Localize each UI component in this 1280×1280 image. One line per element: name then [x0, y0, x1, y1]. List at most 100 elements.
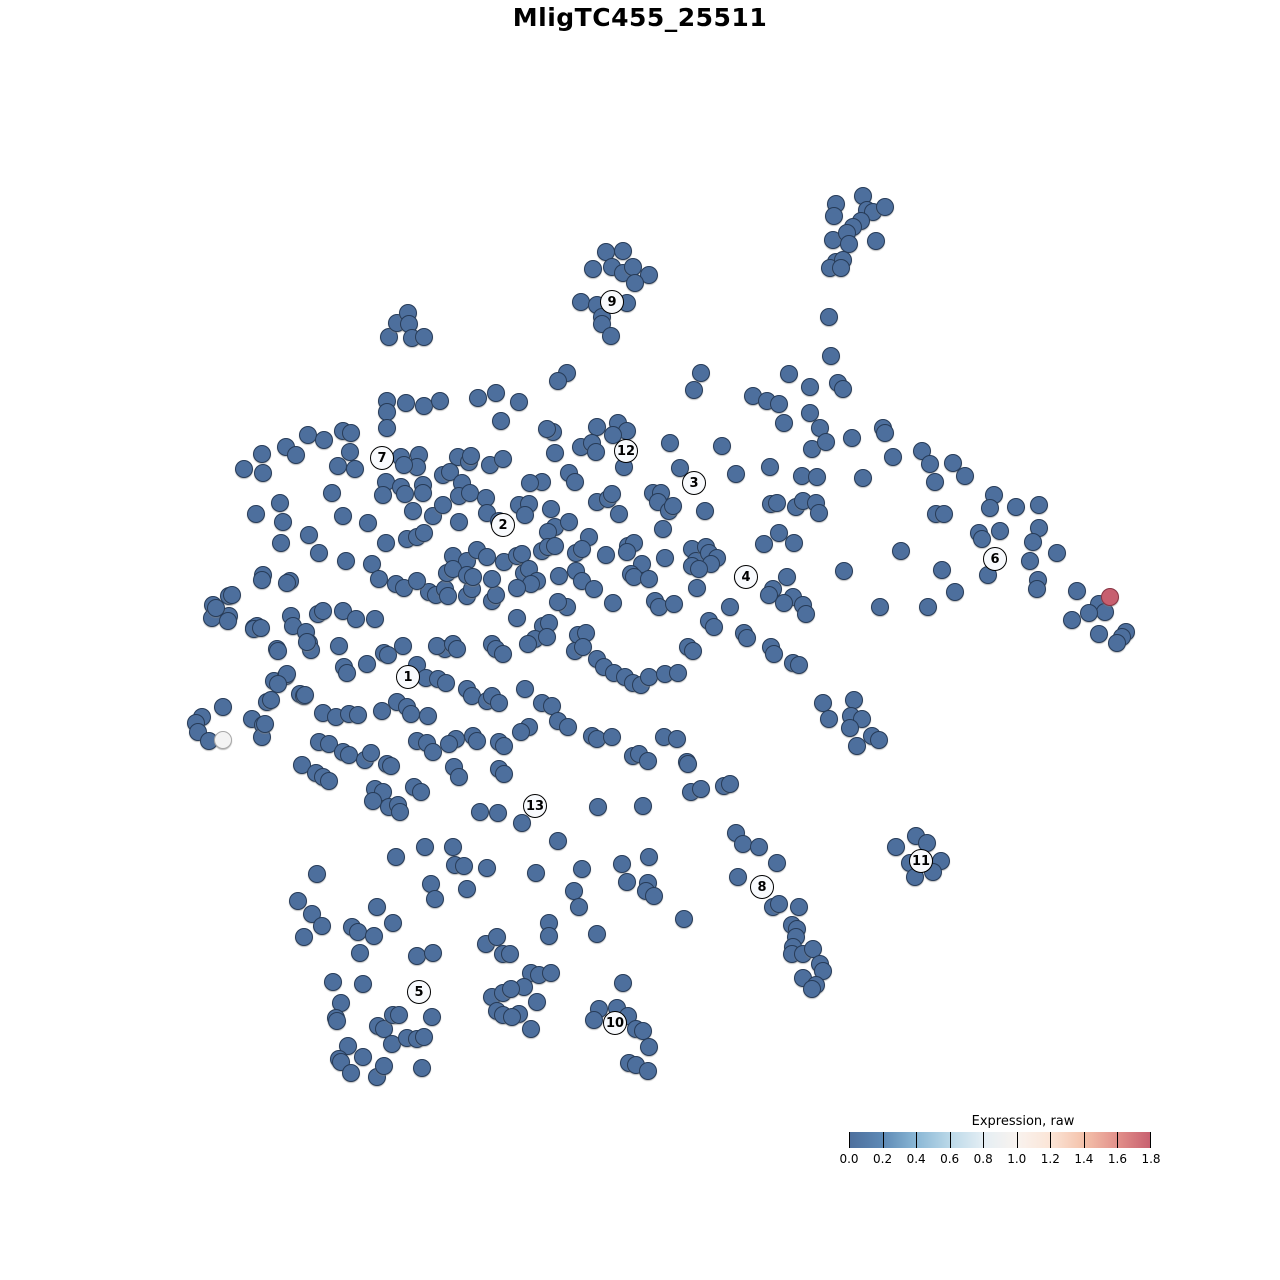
scatter-point [329, 457, 347, 475]
scatter-point [313, 917, 331, 935]
scatter-point [574, 638, 592, 656]
scatter-point [926, 473, 944, 491]
scatter-point [478, 548, 496, 566]
scatter-point [696, 502, 714, 520]
scatter-point [439, 587, 457, 605]
scatter-point [817, 433, 835, 451]
scatter-point [538, 420, 556, 438]
scatter-point [494, 645, 512, 663]
scatter-point [770, 395, 788, 413]
cluster-label-3: 3 [682, 471, 706, 495]
scatter-point [508, 579, 526, 597]
scatter-point [300, 526, 318, 544]
scatter-point [396, 485, 414, 503]
scatter-point [342, 1064, 360, 1082]
scatter-point [584, 260, 602, 278]
scatter-point [550, 567, 568, 585]
cluster-label-8: 8 [750, 875, 774, 899]
scatter-point [665, 595, 683, 613]
scatter-point [469, 389, 487, 407]
scatter-point [610, 505, 628, 523]
scatter-point [358, 655, 376, 673]
scatter-point [639, 1062, 657, 1080]
scatter-point [613, 855, 631, 873]
scatter-point [468, 732, 486, 750]
scatter-point [797, 605, 815, 623]
scatter-point-mid-expression [214, 731, 232, 749]
scatter-point [991, 522, 1009, 540]
scatter-point [415, 1028, 433, 1046]
scatter-point [1063, 611, 1081, 629]
scatter-point [424, 944, 442, 962]
scatter-point [810, 504, 828, 522]
scatter-point [448, 640, 466, 658]
scatter-point [685, 381, 703, 399]
scatter-point [522, 1020, 540, 1038]
scatter-point [254, 464, 272, 482]
scatter-point [1028, 580, 1046, 598]
cluster-label-6: 6 [983, 547, 1007, 571]
scatter-point [253, 445, 271, 463]
scatter-point [373, 702, 391, 720]
scatter-point [287, 446, 305, 464]
scatter-point [349, 706, 367, 724]
scatter-point [690, 560, 708, 578]
scatter-point [684, 642, 702, 660]
scatter-point [546, 444, 564, 462]
cluster-label-2: 2 [491, 513, 515, 537]
scatter-point [262, 691, 280, 709]
scatter-point [589, 798, 607, 816]
scatter-point [1007, 498, 1025, 516]
scatter-point [854, 469, 872, 487]
scatter-point [876, 198, 894, 216]
scatter-point [295, 928, 313, 946]
scatter-point [832, 259, 850, 277]
scatter-point [549, 832, 567, 850]
scatter-point [207, 599, 225, 617]
scatter-point [337, 552, 355, 570]
scatter-point [416, 838, 434, 856]
scatter-point [761, 458, 779, 476]
scatter-point [1080, 604, 1098, 622]
scatter-point [841, 719, 859, 737]
scatter-point [876, 424, 894, 442]
scatter-point [546, 537, 564, 555]
scatter-point [935, 505, 953, 523]
scatter-point [458, 880, 476, 898]
scatter-point [516, 680, 534, 698]
scatter-point [587, 443, 605, 461]
scatter-point [713, 437, 731, 455]
scatter-point [390, 1006, 408, 1024]
scatter-point [946, 583, 964, 601]
scatter-point [375, 1057, 393, 1075]
scatter-point [462, 447, 480, 465]
scatter-point [721, 598, 739, 616]
scatter-point [402, 705, 420, 723]
scatter-point [365, 927, 383, 945]
scatter-point [1021, 552, 1039, 570]
scatter-point [770, 524, 788, 542]
scatter-point [519, 635, 537, 653]
scatter-point [755, 535, 773, 553]
scatter-point [1108, 634, 1126, 652]
scatter-point [235, 460, 253, 478]
scatter-point [408, 572, 426, 590]
scatter-point [503, 1008, 521, 1026]
scatter-point [640, 570, 658, 588]
scatter-point [455, 857, 473, 875]
scatter-point [933, 561, 951, 579]
scatter-point [334, 507, 352, 525]
scatter-point [271, 494, 289, 512]
scatter-point [566, 473, 584, 491]
scatter-point [528, 993, 546, 1011]
scatter-point [324, 973, 342, 991]
scatter-point [483, 570, 501, 588]
scatter-point [801, 378, 819, 396]
scatter-point [768, 854, 786, 872]
scatter-point [645, 887, 663, 905]
scatter-point [542, 500, 560, 518]
scatter-point [692, 364, 710, 382]
scatter-point [887, 838, 905, 856]
scatter-point [614, 242, 632, 260]
